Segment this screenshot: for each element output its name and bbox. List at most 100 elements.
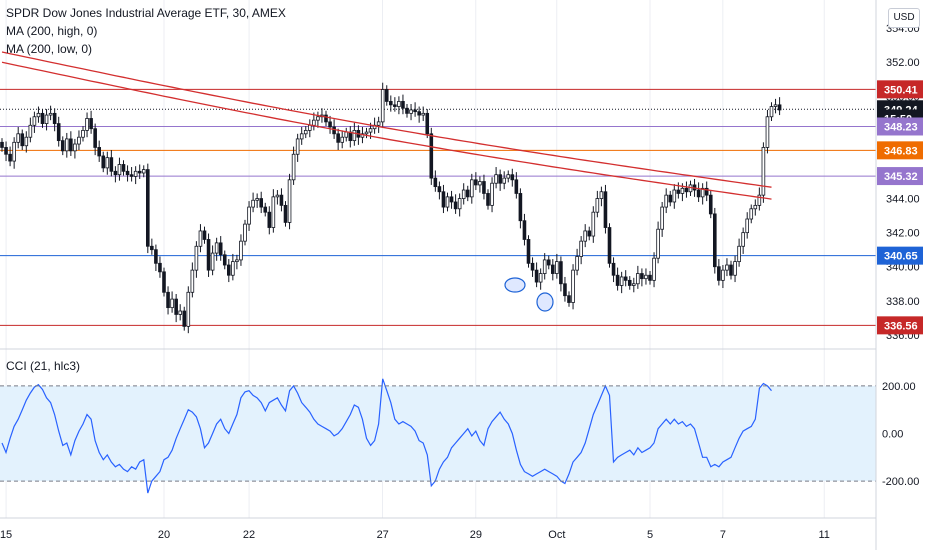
price-tag <box>877 80 923 99</box>
candle-body <box>522 220 527 240</box>
candle-body <box>295 138 300 155</box>
candle-body <box>24 136 29 147</box>
cci-legend[interactable]: CCI (21, hlc3) <box>6 359 81 373</box>
candle-body <box>16 133 20 143</box>
candle-body <box>384 89 389 102</box>
candle-body <box>81 129 85 138</box>
candles <box>0 82 782 334</box>
candle-body <box>546 259 551 266</box>
price-tag <box>877 316 923 335</box>
candle-body <box>502 177 506 184</box>
candle-body <box>611 262 616 276</box>
candle-body <box>632 283 636 286</box>
candle-body <box>259 198 263 208</box>
candle-body <box>696 189 701 198</box>
ma-high-line <box>1 51 772 188</box>
candle-body <box>417 111 421 116</box>
candle-body <box>97 147 102 157</box>
price-tick: 352.00 <box>886 57 920 69</box>
candle-body <box>777 104 782 111</box>
ma-low-legend[interactable]: MA (200, low, 0) <box>6 42 93 56</box>
time-axis[interactable]: 15 20 22 27 29 Oct 5 7 11 <box>0 529 830 541</box>
candle-body <box>222 254 227 266</box>
candle-body <box>247 206 251 225</box>
cci-tick: 200.00 <box>882 381 916 393</box>
candle-body <box>563 283 567 297</box>
candle-body <box>101 155 106 169</box>
candle-body <box>668 194 673 203</box>
candle-body <box>299 133 304 140</box>
candle-body <box>190 269 195 293</box>
candle-body <box>344 131 349 138</box>
candle-body <box>623 276 628 281</box>
candle-body <box>316 116 320 121</box>
candle-body <box>656 228 660 259</box>
candle-body <box>154 249 158 264</box>
candle-body <box>506 174 511 179</box>
ma-high-legend[interactable]: MA (200, high, 0) <box>6 24 98 38</box>
candle-body <box>627 279 632 286</box>
candle-body <box>109 157 114 172</box>
price-tag-label: 350.41 <box>884 84 918 96</box>
candle-body <box>267 211 272 228</box>
candle-body <box>571 269 575 303</box>
time-tick: 29 <box>470 529 482 541</box>
candle-body <box>425 112 430 135</box>
candle-body <box>324 114 328 123</box>
candle-body <box>218 242 223 256</box>
candle-body <box>271 196 276 228</box>
candle-body <box>530 262 535 271</box>
candle-body <box>117 164 122 176</box>
candle-body <box>664 194 668 208</box>
time-tick: 7 <box>720 529 726 541</box>
candle-body <box>461 189 466 199</box>
candle-body <box>538 273 543 283</box>
symbol-title[interactable]: SPDR Dow Jones Industrial Average ETF, 3… <box>6 6 286 20</box>
candle-body <box>603 191 608 228</box>
candle-body <box>32 116 37 126</box>
price-tag <box>877 246 923 265</box>
candle-body <box>56 123 61 142</box>
time-tick: 15 <box>0 529 12 541</box>
candle-body <box>486 193 490 206</box>
candle-body <box>283 204 288 223</box>
candle-body <box>676 189 681 194</box>
candle-body <box>397 101 401 107</box>
candle-body <box>251 199 255 208</box>
candle-body <box>672 189 677 203</box>
currency-badge[interactable]: USD <box>888 8 920 28</box>
candle-body <box>77 136 81 145</box>
candle-body <box>12 141 16 162</box>
price-tags: 350.41349.2415:50348.23346.83345.32340.6… <box>877 80 923 335</box>
candle-body <box>587 230 592 237</box>
candle-body <box>465 189 470 198</box>
candle-body <box>368 128 373 133</box>
candle-body <box>60 140 65 152</box>
candle-body <box>186 291 191 327</box>
candle-body <box>263 206 268 213</box>
candle-body <box>69 138 73 152</box>
candle-body <box>769 106 774 118</box>
candle-body <box>243 223 247 242</box>
candle-body <box>166 291 170 309</box>
candle-body <box>52 112 57 124</box>
candle-body <box>640 273 644 280</box>
candle-body <box>713 213 717 268</box>
candle-body <box>737 245 741 263</box>
candle-body <box>340 136 344 143</box>
candle-body <box>437 186 442 193</box>
candle-body <box>652 257 656 281</box>
candle-body <box>352 129 357 142</box>
candle-body <box>498 174 502 184</box>
candle-body <box>453 201 458 210</box>
candle-body <box>648 274 652 281</box>
candle-body <box>65 138 69 152</box>
candle-body <box>474 179 478 186</box>
candle-body <box>8 153 12 162</box>
candle-body <box>644 274 648 280</box>
candle-body <box>526 239 531 264</box>
candle-body <box>478 181 482 186</box>
cci-axis[interactable]: 200.00 0.00 -200.00 <box>882 381 919 488</box>
candle-body <box>401 101 405 109</box>
